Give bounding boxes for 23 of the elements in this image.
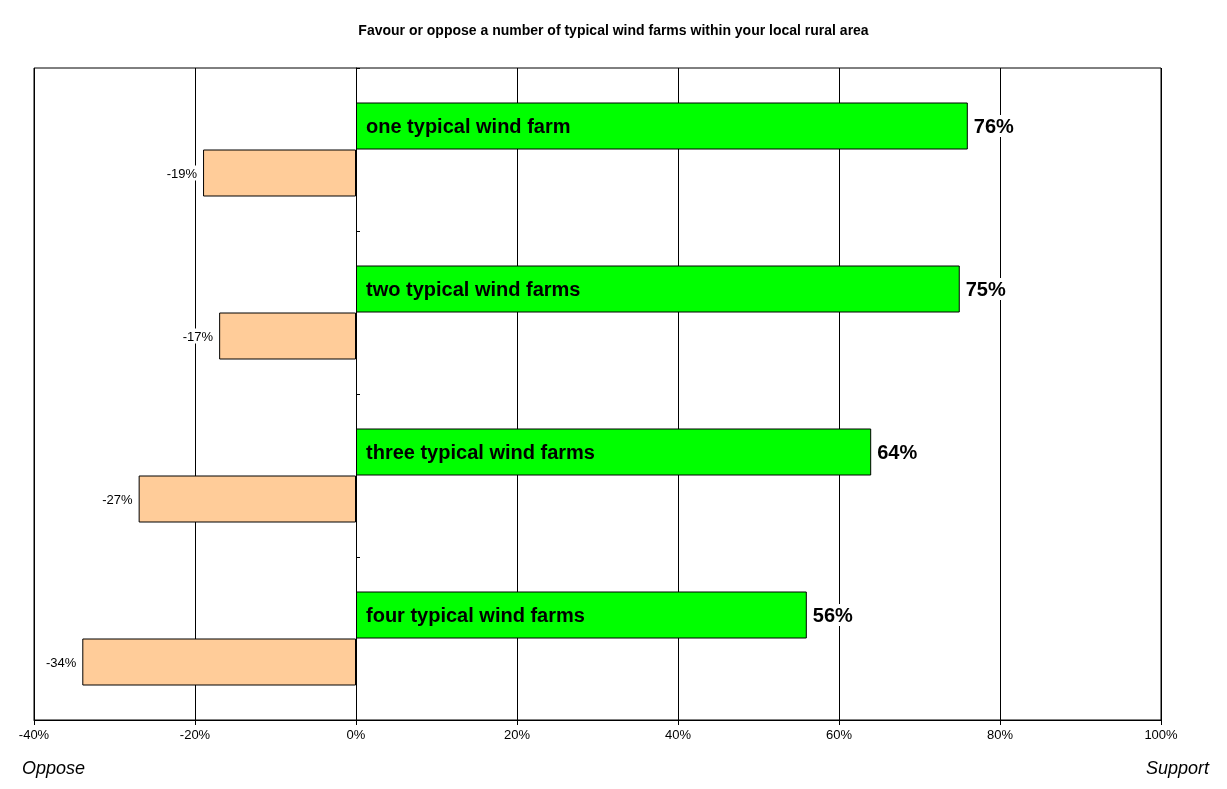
x-tick-label: 80%: [986, 727, 1014, 742]
data-label: 64%: [877, 441, 918, 463]
y-tick-label: four typical wind farms: [366, 604, 585, 626]
text: Oppose: [22, 758, 86, 778]
x-tick-label: -40%: [18, 727, 50, 742]
data-label: 75%: [965, 278, 1006, 300]
y-tick-label: three typical wind farms: [366, 441, 595, 463]
x-tick-label: 20%: [503, 727, 531, 742]
y-tick-label: two typical wind farms: [366, 278, 581, 300]
data-label: 76%: [973, 115, 1015, 137]
x-tick-label: 0%: [346, 727, 366, 742]
x-tick-label: 100%: [1144, 727, 1179, 742]
data-label: -19%: [166, 165, 198, 181]
data-label: -17%: [182, 328, 214, 344]
chart-title: Favour or oppose a number of typical wind farms within your local rural area: [358, 22, 869, 38]
text: Support: [1145, 758, 1210, 778]
x-tick-label: -20%: [179, 727, 211, 742]
x-tick-label: 40%: [664, 727, 692, 742]
y-tick-label: one typical wind farm: [366, 115, 571, 137]
data-label: 56%: [812, 604, 854, 626]
data-label: -34%: [45, 654, 77, 670]
x-tick-label: 60%: [825, 727, 853, 742]
data-label: -27%: [102, 491, 134, 507]
